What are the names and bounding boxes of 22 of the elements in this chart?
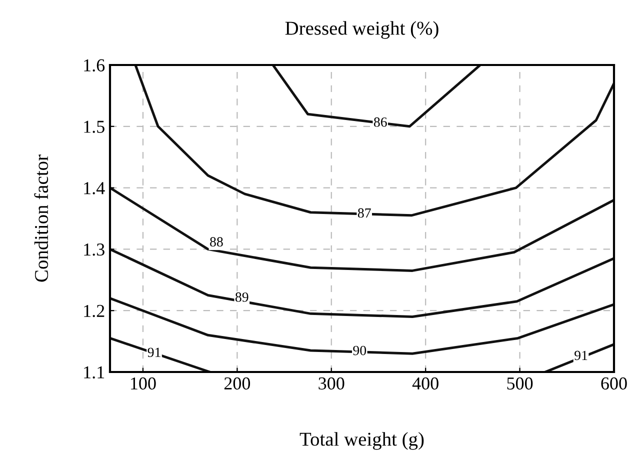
- annotation: 91: [148, 348, 160, 358]
- x-tick-label: 300: [318, 377, 344, 390]
- annotation: 91: [574, 350, 588, 360]
- y-tick-label: 1.1: [84, 366, 104, 379]
- chart-title: Dressed weight (%): [285, 21, 438, 39]
- y-tick-label: 1.4: [84, 182, 105, 194]
- y-tick-label: 1.6: [84, 59, 105, 72]
- y-tick-label: 1.3: [84, 244, 104, 256]
- annotation: 88: [210, 237, 223, 247]
- annotation: 90: [353, 346, 366, 356]
- annotation: 86: [374, 117, 387, 127]
- annotation: 89: [235, 292, 248, 302]
- x-tick-label: 500: [507, 377, 533, 390]
- y-axis-title: Condition factor: [34, 154, 48, 282]
- x-tick-label: 400: [412, 377, 438, 390]
- annotation: 87: [358, 208, 371, 218]
- x-tick-label: 100: [131, 377, 156, 390]
- y-tick-label: 1.5: [84, 120, 104, 133]
- y-tick-label: 1.2: [84, 304, 104, 318]
- x-tick-label: 600: [601, 377, 627, 390]
- x-tick-label: 200: [224, 377, 250, 390]
- x-axis-title: Total weight (g): [300, 432, 424, 450]
